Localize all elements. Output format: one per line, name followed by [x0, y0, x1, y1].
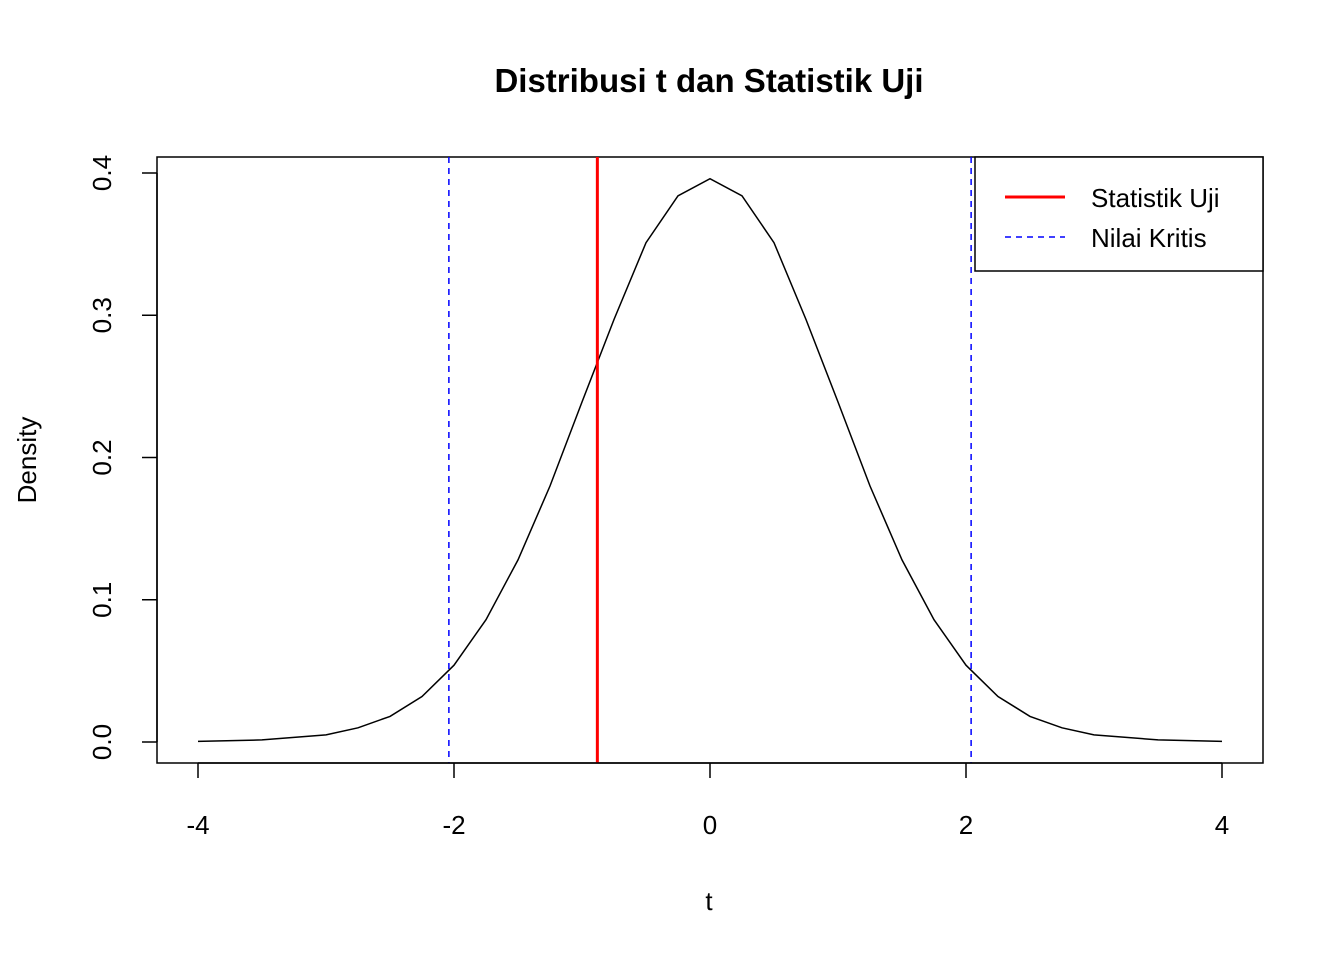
y-axis-label: Density — [12, 417, 42, 504]
legend: Statistik Uji Nilai Kritis — [974, 156, 1264, 272]
x-tick-label: -2 — [442, 810, 465, 840]
x-tick-label: 2 — [959, 810, 973, 840]
y-tick-label: 0.2 — [87, 439, 117, 475]
legend-box — [974, 156, 1264, 272]
x-tick-label: -4 — [186, 810, 209, 840]
density-curve — [197, 177, 1223, 743]
y-tick-label: 0.3 — [87, 297, 117, 333]
x-tick-label: 4 — [1215, 810, 1229, 840]
x-tick-label: 0 — [703, 810, 717, 840]
x-axis-label: t — [705, 886, 713, 916]
y-tick-label: 0.1 — [87, 582, 117, 618]
legend-label-nilai-kritis: Nilai Kritis — [1091, 223, 1207, 253]
y-tick-label: 0.4 — [87, 155, 117, 191]
chart-title: Distribusi t dan Statistik Uji — [494, 62, 923, 99]
legend-label-statistik-uji: Statistik Uji — [1091, 183, 1220, 213]
y-tick-label: 0.0 — [87, 724, 117, 760]
